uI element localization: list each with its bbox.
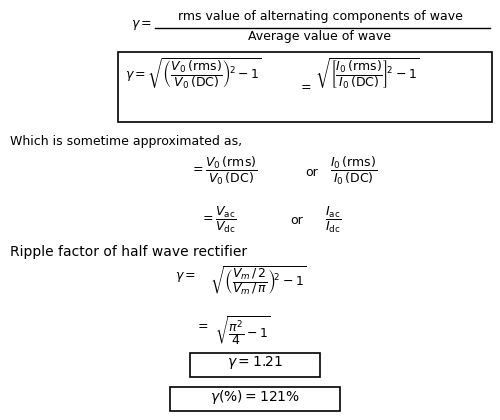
Text: Which is sometime approximated as,: Which is sometime approximated as, [10, 135, 242, 148]
Text: $\sqrt{\left[\dfrac{I_0\,(\mathrm{rms})}{I_0\,(\mathrm{DC})}\right]^{\!2} - 1}$: $\sqrt{\left[\dfrac{I_0\,(\mathrm{rms})}… [315, 57, 420, 92]
Text: $=$: $=$ [298, 79, 312, 92]
Text: or: or [290, 213, 303, 226]
Text: Average value of wave: Average value of wave [248, 30, 392, 43]
Text: rms value of alternating components of wave: rms value of alternating components of w… [178, 10, 463, 23]
Bar [170, 387, 340, 411]
Text: $\gamma =$: $\gamma =$ [131, 18, 152, 32]
Text: Ripple factor of half wave rectifier: Ripple factor of half wave rectifier [10, 245, 247, 259]
Text: $=$: $=$ [195, 318, 208, 331]
Text: $\sqrt{\dfrac{\pi^2}{4} - 1}$: $\sqrt{\dfrac{\pi^2}{4} - 1}$ [215, 315, 271, 348]
Text: $\dfrac{I_{\mathrm{ac}}}{I_{\mathrm{dc}}}$: $\dfrac{I_{\mathrm{ac}}}{I_{\mathrm{dc}}… [325, 205, 342, 235]
Bar [190, 353, 320, 377]
Text: $\dfrac{I_0\,(\mathrm{rms})}{I_0\,(\mathrm{DC})}$: $\dfrac{I_0\,(\mathrm{rms})}{I_0\,(\math… [330, 155, 377, 187]
Text: $\gamma(\%) = 121\%$: $\gamma(\%) = 121\%$ [210, 388, 300, 406]
Text: $\gamma = 1.21$: $\gamma = 1.21$ [227, 354, 283, 371]
Text: $= \dfrac{V_{\mathrm{ac}}}{V_{\mathrm{dc}}}$: $= \dfrac{V_{\mathrm{ac}}}{V_{\mathrm{dc… [200, 205, 236, 235]
Bar [118, 52, 492, 122]
Text: $\sqrt{\left(\dfrac{V_m\,/\,2}{V_m\,/\,\pi}\right)^{\!2} - 1}$: $\sqrt{\left(\dfrac{V_m\,/\,2}{V_m\,/\,\… [210, 265, 306, 298]
Text: $= \dfrac{V_0\,(\mathrm{rms})}{V_0\,(\mathrm{DC})}$: $= \dfrac{V_0\,(\mathrm{rms})}{V_0\,(\ma… [190, 155, 258, 187]
Text: $\gamma =$: $\gamma =$ [175, 270, 196, 284]
Text: $\gamma = \sqrt{\left(\dfrac{V_0\,(\mathrm{rms})}{V_0\,(\mathrm{DC})}\right)^{\!: $\gamma = \sqrt{\left(\dfrac{V_0\,(\math… [125, 57, 262, 92]
Text: or: or [305, 165, 318, 178]
